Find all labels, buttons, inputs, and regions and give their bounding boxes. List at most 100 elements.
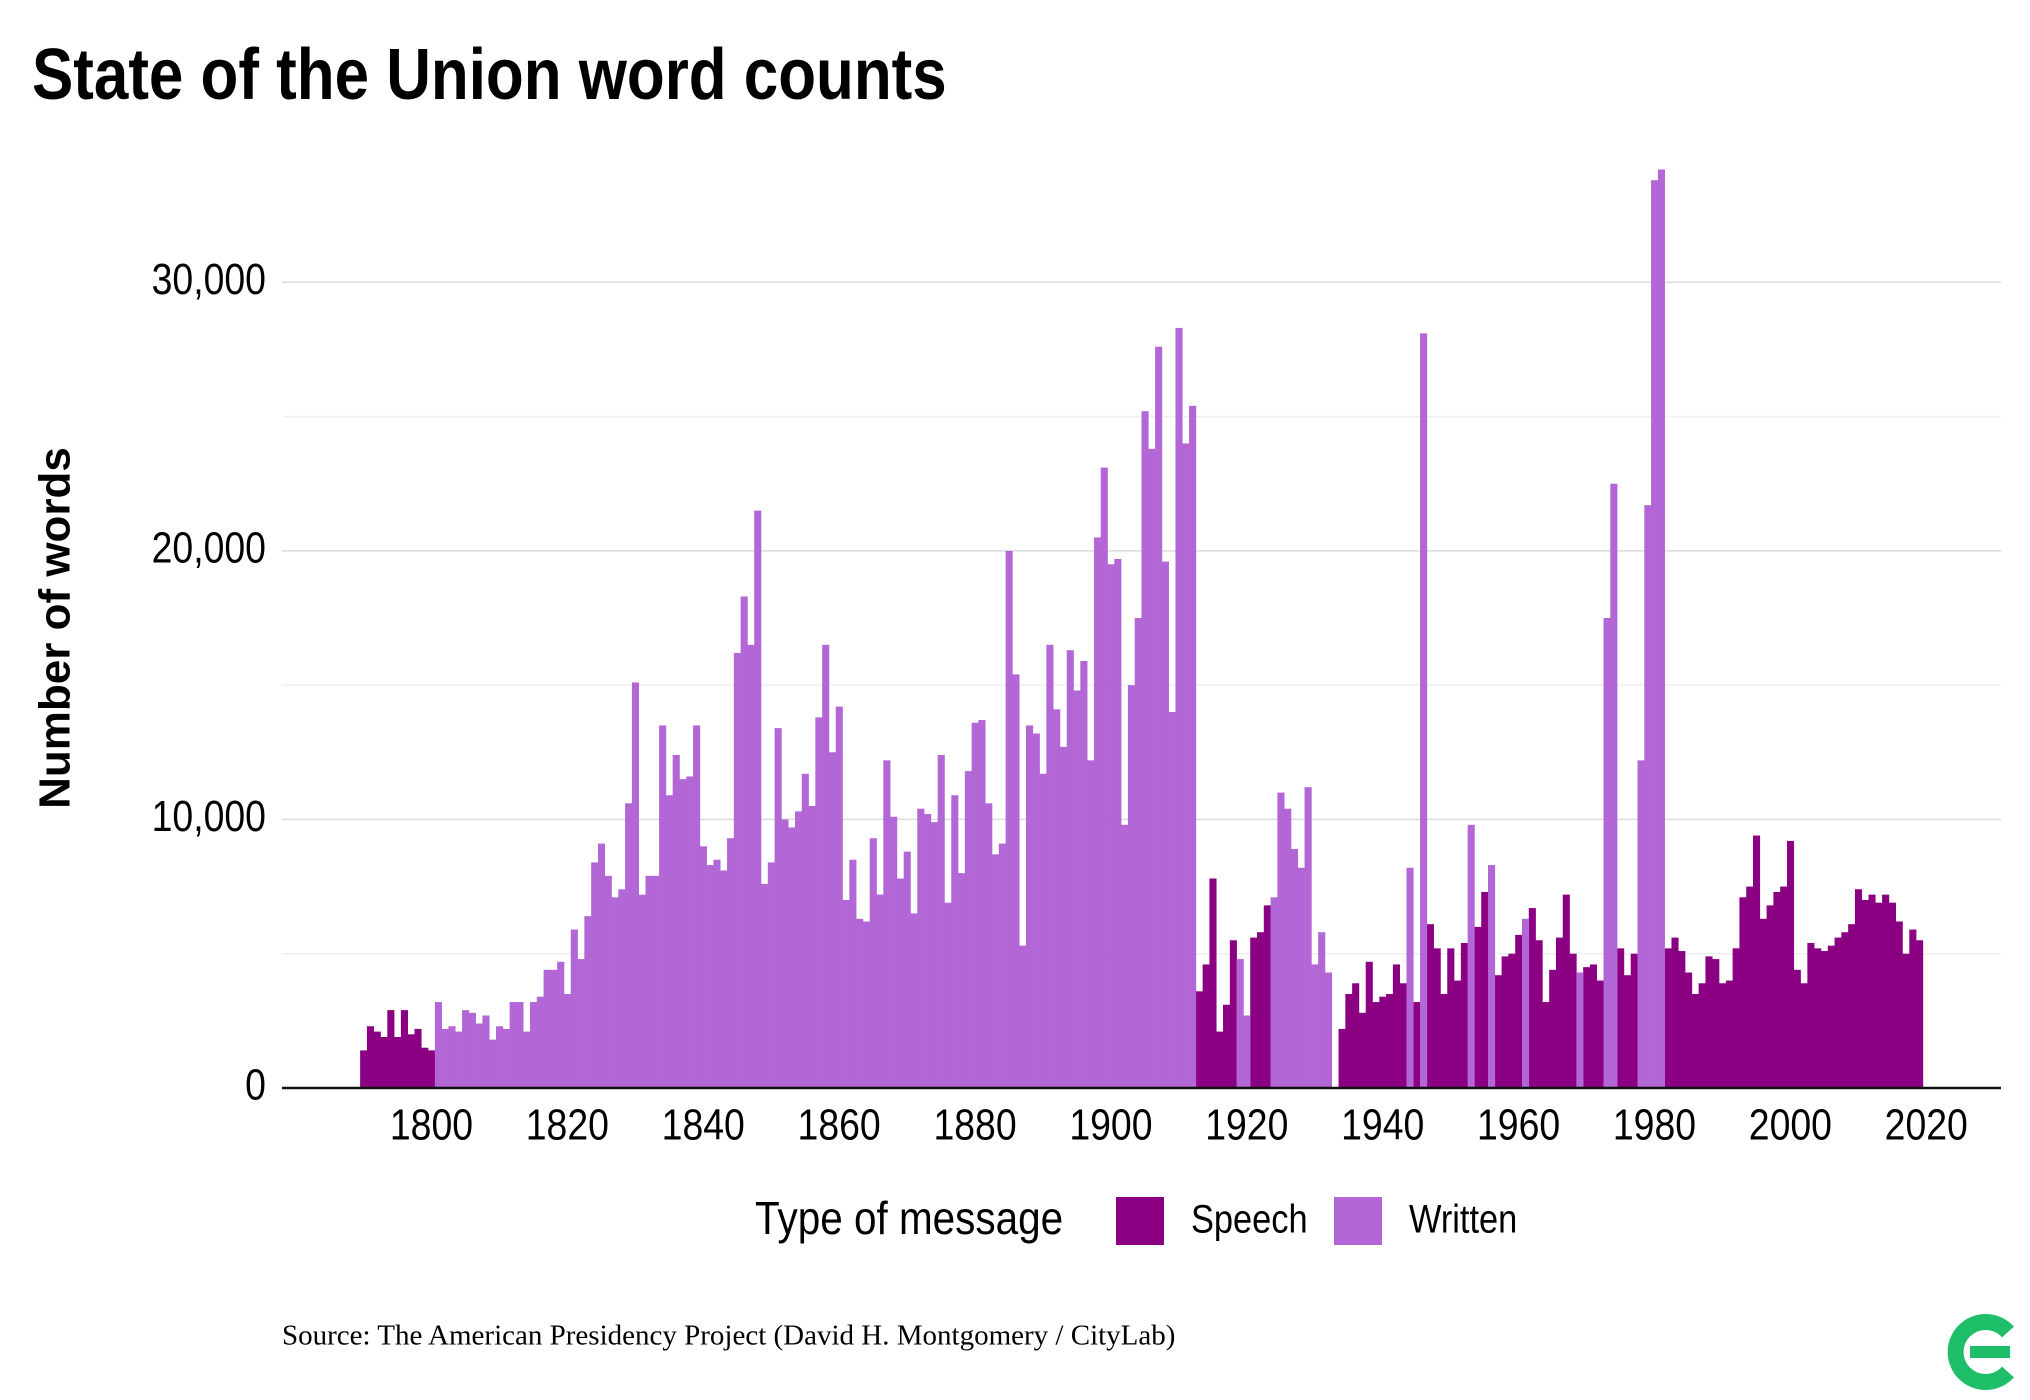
bar xyxy=(1562,894,1570,1088)
bar xyxy=(1087,760,1095,1088)
bar xyxy=(1114,558,1122,1088)
bar xyxy=(1223,1004,1231,1088)
bar xyxy=(570,929,578,1088)
bar xyxy=(1447,948,1455,1088)
legend-label: Speech xyxy=(1191,1196,1308,1241)
bar xyxy=(1875,902,1883,1088)
bar xyxy=(992,854,1000,1088)
bar xyxy=(754,510,762,1089)
bar xyxy=(434,1002,442,1088)
bar xyxy=(1814,948,1822,1088)
bar xyxy=(1508,953,1516,1088)
bar xyxy=(557,961,565,1088)
bar xyxy=(1379,996,1387,1088)
bar xyxy=(584,916,592,1088)
bar xyxy=(563,994,572,1088)
bar xyxy=(1474,926,1482,1088)
bar xyxy=(1644,505,1652,1088)
bar xyxy=(373,1031,381,1088)
bar xyxy=(1589,964,1598,1088)
bar xyxy=(1066,650,1074,1088)
bar xyxy=(536,996,544,1088)
bar xyxy=(1542,1002,1550,1088)
bar xyxy=(706,865,714,1088)
x-tick-label: 1900 xyxy=(1069,1100,1152,1150)
bar xyxy=(1753,835,1761,1088)
bar xyxy=(1080,660,1088,1088)
bar xyxy=(1358,1012,1367,1088)
bar xyxy=(1888,902,1896,1088)
bar xyxy=(876,894,884,1088)
bar xyxy=(489,1039,497,1088)
bar xyxy=(1834,937,1842,1088)
bar xyxy=(1841,932,1849,1088)
bar xyxy=(1202,964,1210,1088)
bar xyxy=(1250,937,1258,1088)
bar xyxy=(1297,867,1305,1088)
bar xyxy=(1182,443,1190,1088)
bar xyxy=(1712,959,1720,1088)
bar xyxy=(1345,994,1353,1088)
bar xyxy=(1746,886,1754,1088)
bar xyxy=(1759,918,1767,1088)
bar xyxy=(550,969,558,1088)
bar xyxy=(1916,940,1924,1088)
bar xyxy=(509,1002,517,1088)
bar xyxy=(421,1047,429,1088)
chart-title: State of the Union word counts xyxy=(32,35,947,115)
logo-arc xyxy=(1947,1314,2014,1390)
bar xyxy=(1583,967,1591,1088)
bar xyxy=(482,1015,490,1088)
bar xyxy=(1827,945,1835,1088)
bar xyxy=(618,889,626,1088)
bar xyxy=(1290,848,1299,1088)
bar xyxy=(1257,932,1265,1088)
bar xyxy=(665,795,673,1088)
bar xyxy=(1488,865,1496,1088)
y-axis-label: Number of words xyxy=(31,447,80,809)
bar xyxy=(1229,940,1237,1088)
bar xyxy=(659,725,667,1088)
bar xyxy=(1617,948,1625,1088)
legend: Speech Written xyxy=(1116,1196,1517,1245)
bar xyxy=(1725,980,1733,1088)
x-tick-label: 1940 xyxy=(1341,1100,1424,1150)
bar xyxy=(1365,961,1373,1088)
bar xyxy=(631,682,640,1088)
bar xyxy=(1549,969,1557,1088)
bar xyxy=(1691,994,1699,1088)
bar xyxy=(652,875,660,1088)
bar xyxy=(1189,405,1197,1088)
bar xyxy=(1175,327,1183,1088)
x-tick-label: 1860 xyxy=(798,1100,881,1150)
bar xyxy=(1107,564,1115,1088)
bar xyxy=(978,720,986,1088)
bar xyxy=(910,913,918,1088)
bar xyxy=(502,1028,510,1088)
bar xyxy=(808,806,816,1088)
bar xyxy=(1195,991,1203,1088)
bar xyxy=(958,873,966,1088)
bar xyxy=(1263,905,1271,1088)
bar xyxy=(1216,1031,1224,1088)
bar xyxy=(1494,975,1502,1088)
bar xyxy=(1651,180,1659,1088)
bar xyxy=(1168,712,1176,1088)
x-tick-label: 2020 xyxy=(1885,1100,1968,1150)
bar xyxy=(774,728,782,1088)
bar xyxy=(1277,792,1285,1088)
bar xyxy=(842,900,850,1088)
bar xyxy=(815,717,823,1088)
bar xyxy=(740,596,748,1088)
x-tick-label: 1960 xyxy=(1477,1100,1560,1150)
bar xyxy=(937,754,945,1088)
bar xyxy=(1807,942,1815,1088)
bar xyxy=(822,644,830,1088)
bar xyxy=(1685,972,1693,1088)
bar xyxy=(1515,934,1523,1088)
bar xyxy=(638,894,646,1088)
bar xyxy=(448,1026,456,1088)
bar xyxy=(516,1002,524,1088)
x-tick-label: 1880 xyxy=(933,1100,1016,1150)
